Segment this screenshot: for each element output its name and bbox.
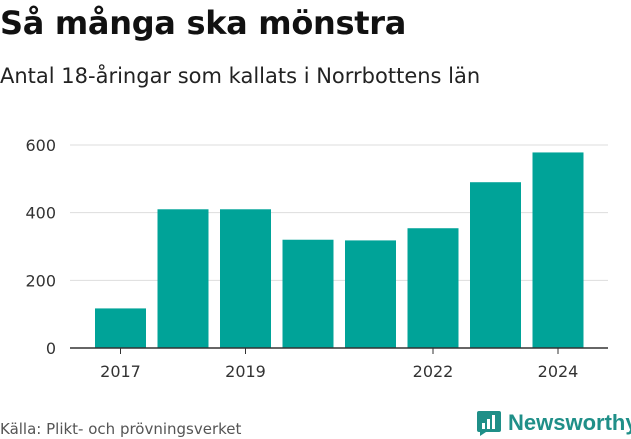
bar-2021 [345,240,396,348]
bar-2020 [282,239,334,348]
bar-chart: 0 200 400 600 2017 2019 2022 2024 [25,136,608,381]
source-note: Källa: Plikt- och prövningsverket [0,420,242,438]
y-tick-label: 400 [25,204,56,223]
bar-2022 [407,228,459,348]
brand-name: Newsworthy [508,410,631,435]
bar-2024 [532,152,584,348]
chart-title: Så många ska mönstra [0,4,407,42]
bar-chart-logo-icon [477,411,501,436]
y-tick-label: 200 [25,271,56,290]
x-tick-label: 2022 [413,362,454,381]
bar-2017 [95,308,146,348]
y-tick-label: 0 [46,339,56,358]
bar-2018 [157,209,209,348]
chart-subtitle: Antal 18-åringar som kallats i Norrbotte… [0,64,481,88]
x-tick-label: 2017 [100,362,141,381]
x-tick-label: 2024 [538,362,579,381]
y-tick-label: 600 [25,136,56,155]
x-tick-label: 2019 [225,362,266,381]
newsworthy-brand[interactable]: Newsworthy [476,408,631,438]
bar-2019 [220,209,271,348]
bar-2023 [470,182,521,348]
